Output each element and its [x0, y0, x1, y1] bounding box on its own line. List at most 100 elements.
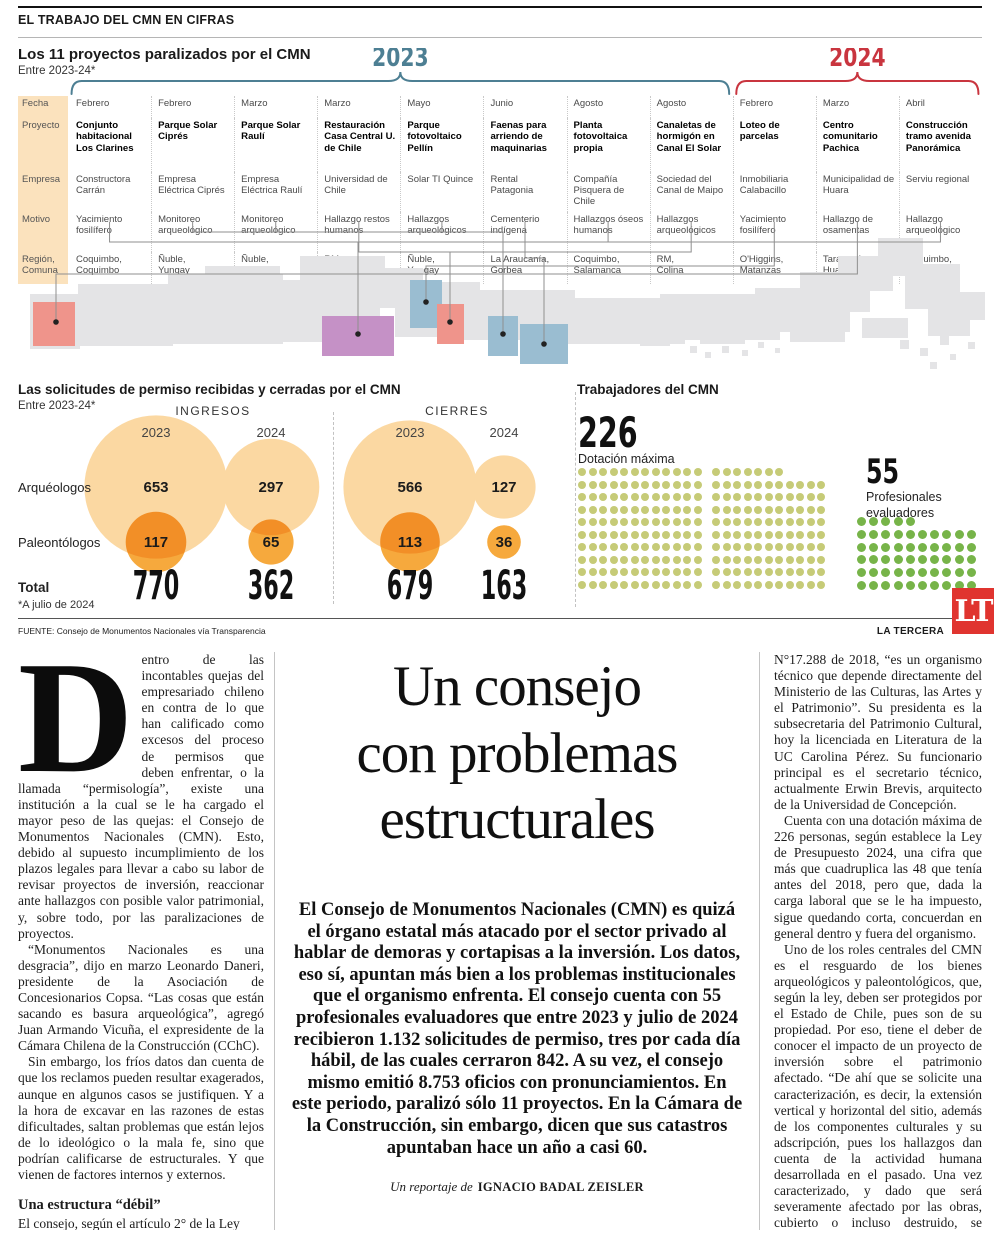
person-dot — [806, 543, 815, 551]
person-dot — [722, 555, 731, 564]
person-dot — [651, 468, 660, 476]
person-dot — [693, 543, 702, 551]
person-dot — [764, 518, 773, 526]
person-dot — [578, 580, 586, 589]
person-dot — [785, 580, 794, 589]
person-dot — [942, 580, 952, 590]
table-cell-reason: Hallazgos arqueológicos — [649, 212, 733, 252]
table-cell-project: Conjunto habitacional Los Clarines — [76, 120, 134, 154]
table-cell-project: Loteo de parcelas — [732, 118, 816, 172]
paragraph: Cuenta con una dotación máxima de 226 pe… — [774, 812, 982, 941]
table-cell-date: Agosto — [649, 96, 733, 118]
table-row-label: Fecha — [18, 96, 68, 118]
person-dot — [651, 543, 660, 551]
person-dot — [578, 480, 586, 489]
table-cell-project: Parque Solar Ciprés — [151, 118, 234, 172]
person-dot — [630, 568, 639, 576]
person-dot — [806, 518, 815, 526]
person-dot — [917, 542, 927, 552]
person-dot — [775, 518, 783, 526]
headline: Un consejo con problemas estructurales — [356, 655, 679, 852]
person-dot — [641, 568, 649, 576]
person-dot — [609, 580, 618, 589]
person-dot — [754, 480, 762, 489]
table-cell-region: La Araucanía, Gorbea — [483, 252, 566, 284]
person-dot — [599, 505, 607, 514]
paper-name: LA TERCERA — [876, 626, 944, 637]
source-line: FUENTE: Consejo de Monumentos Nacionales… — [18, 626, 266, 636]
person-dot — [806, 530, 815, 539]
table-cell-company: Sociedad del Canal de Maipo — [649, 172, 733, 212]
person-dot — [764, 493, 773, 501]
person-dot — [693, 530, 702, 539]
svg-text:CIERRES: CIERRES — [425, 404, 489, 418]
person-dot — [630, 480, 639, 489]
person-dot — [651, 493, 660, 501]
person-dot — [733, 568, 741, 576]
person-dot — [817, 530, 825, 539]
year-brackets: 2023 2024 — [70, 48, 980, 95]
table-cell-date: Marzo — [234, 96, 317, 118]
person-dot — [743, 468, 752, 476]
svg-text:113: 113 — [398, 534, 422, 551]
person-dot — [712, 568, 720, 576]
dot-matrix-226-b — [712, 468, 825, 589]
person-dot — [893, 580, 903, 590]
chile-map — [30, 222, 985, 369]
person-dot — [893, 542, 903, 552]
person-dot — [578, 468, 586, 476]
person-dot — [683, 543, 691, 551]
person-dot — [620, 468, 628, 476]
svg-text:INGRESOS: INGRESOS — [175, 404, 250, 418]
projects-table: Fecha Febrero Febrero Marzo Marzo Mayo Junio Ag… — [18, 96, 982, 284]
person-dot — [588, 530, 597, 539]
svg-text:2024: 2024 — [490, 425, 519, 440]
person-dot — [917, 529, 927, 539]
svg-text:36: 36 — [496, 534, 513, 551]
person-dot — [764, 480, 773, 489]
permits-bubble-chart: INGRESOS 2023 653 117 770 2024 297 65 362 CIERRES… — [84, 404, 536, 609]
person-dot — [806, 505, 815, 514]
person-dot — [588, 555, 597, 564]
person-dot — [796, 568, 804, 576]
person-dot — [693, 505, 702, 514]
person-dot — [764, 505, 773, 514]
person-dot — [599, 555, 607, 564]
person-dot — [754, 505, 762, 514]
person-dot — [733, 468, 741, 476]
person-dot — [599, 518, 607, 526]
la-tercera-logo: LT — [952, 588, 994, 634]
person-dot — [754, 568, 762, 576]
person-dot — [764, 568, 773, 576]
person-dot — [917, 555, 927, 565]
person-dot — [712, 493, 720, 501]
person-dot — [917, 568, 927, 578]
person-dot — [869, 568, 879, 578]
person-dot — [796, 530, 804, 539]
svg-text:2023: 2023 — [396, 425, 425, 440]
person-dot — [662, 580, 670, 589]
person-dot — [817, 505, 825, 514]
person-dot — [599, 568, 607, 576]
person-dot — [630, 580, 639, 589]
person-dot — [905, 517, 915, 526]
person-dot — [693, 518, 702, 526]
person-dot — [857, 555, 866, 565]
person-dot — [754, 468, 762, 476]
table-cell-project: Restauración Casa Central U. de Chile — [317, 118, 400, 172]
svg-text:117: 117 — [144, 534, 168, 551]
paragraph: Sin embargo, los fríos datos dan cuenta … — [18, 1054, 264, 1182]
person-dot — [775, 480, 783, 489]
person-dot — [817, 480, 825, 489]
person-dot — [966, 555, 976, 565]
table-cell-project: Planta fotovoltaica propia — [566, 118, 650, 172]
person-dot — [764, 555, 773, 564]
person-dot — [578, 518, 586, 526]
person-dot — [683, 580, 691, 589]
table-cell-project: Canaletas de hormigón en Canal El Solar — [649, 118, 733, 172]
article-column-center: Un consejo con problemas estructurales E… — [274, 652, 760, 1230]
workers-max-label: Dotación máxima — [578, 452, 675, 466]
person-dot — [620, 480, 628, 489]
table-cell-region: Ñuble, Yungay — [151, 252, 234, 284]
person-dot — [651, 568, 660, 576]
